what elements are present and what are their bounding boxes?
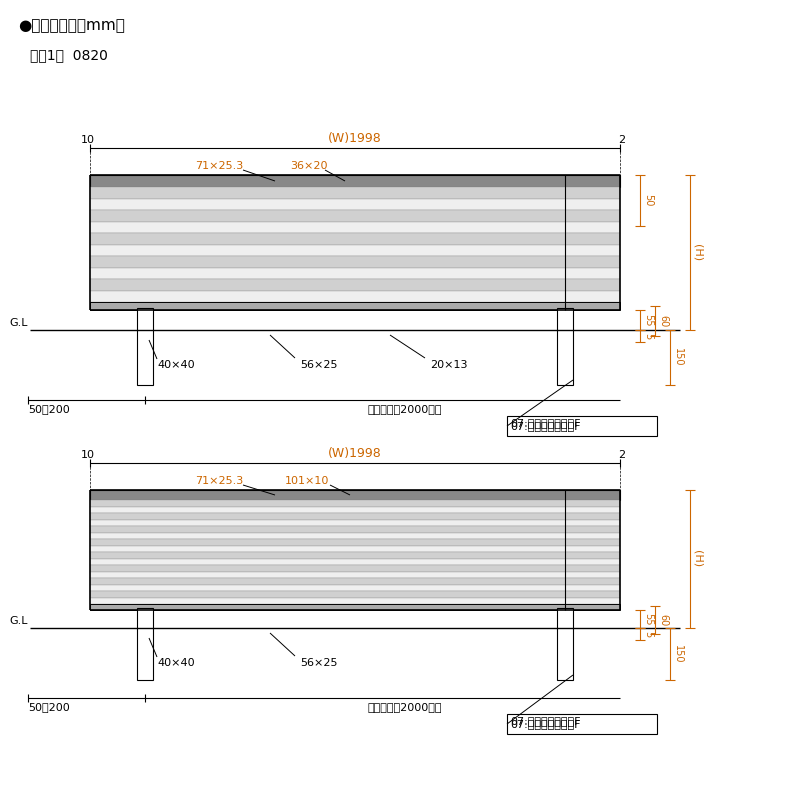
Text: 56×25: 56×25	[300, 658, 338, 668]
Bar	[90, 546, 620, 552]
Text: 50～200: 50～200	[28, 404, 70, 414]
Bar	[90, 490, 620, 610]
Text: 07:アンダーカバーF: 07:アンダーカバーF	[510, 418, 581, 428]
Bar	[90, 175, 620, 310]
Bar	[90, 198, 620, 210]
Bar	[557, 308, 573, 385]
Text: 60: 60	[658, 614, 668, 626]
Text: 40×40: 40×40	[157, 360, 194, 370]
Text: 150: 150	[673, 645, 683, 663]
Text: ●据付図（単位mm）: ●据付図（単位mm）	[18, 18, 125, 33]
Text: 55: 55	[643, 613, 653, 626]
Text: 71×25.3: 71×25.3	[195, 476, 243, 486]
Text: 5: 5	[643, 631, 653, 637]
Bar	[90, 552, 620, 558]
Text: 2: 2	[618, 450, 626, 460]
Bar	[90, 187, 620, 198]
Bar	[90, 290, 620, 302]
Text: 図は1型  0820: 図は1型 0820	[30, 48, 108, 62]
Text: 10: 10	[81, 450, 95, 460]
Bar	[507, 714, 657, 734]
Bar	[90, 210, 620, 222]
Bar	[90, 565, 620, 571]
Bar	[90, 519, 620, 526]
Bar	[90, 585, 620, 591]
Bar	[137, 608, 153, 680]
Bar	[90, 513, 620, 519]
Text: 50～200: 50～200	[28, 702, 70, 712]
Bar	[90, 558, 620, 565]
Bar	[90, 267, 620, 279]
Bar	[90, 506, 620, 513]
Text: 40×40: 40×40	[157, 658, 194, 668]
Bar	[90, 500, 620, 506]
Text: 56×25: 56×25	[300, 360, 338, 370]
Text: (H): (H)	[693, 550, 703, 567]
Text: (W)1998: (W)1998	[328, 132, 382, 145]
Text: 101×10: 101×10	[285, 476, 330, 486]
Bar	[90, 245, 620, 256]
Text: 07:アンダーカバーF: 07:アンダーカバーF	[510, 716, 581, 726]
Text: 55: 55	[643, 314, 653, 326]
Text: (H): (H)	[693, 244, 703, 261]
Bar	[90, 233, 620, 245]
Bar	[137, 308, 153, 385]
Bar	[90, 256, 620, 267]
Text: 支柱芯間陠2000以下: 支柱芯間陠2000以下	[368, 404, 442, 414]
Text: 60: 60	[658, 315, 668, 327]
Text: 5: 5	[643, 333, 653, 339]
Text: 07:アンダーカバーF: 07:アンダーカバーF	[510, 421, 581, 431]
Bar	[90, 533, 620, 539]
Text: 36×20: 36×20	[290, 161, 327, 171]
Text: 10: 10	[81, 135, 95, 145]
Bar	[90, 279, 620, 290]
Bar	[557, 608, 573, 680]
Text: (W)1998: (W)1998	[328, 447, 382, 460]
Text: 支柱芯間陠2000以下: 支柱芯間陠2000以下	[368, 702, 442, 712]
Text: 150: 150	[673, 348, 683, 366]
Text: 07:アンダーカバーF: 07:アンダーカバーF	[510, 719, 581, 729]
Bar	[90, 539, 620, 546]
Text: 2: 2	[618, 135, 626, 145]
Bar	[90, 490, 620, 500]
Bar	[90, 578, 620, 585]
Bar	[90, 302, 620, 310]
Text: G.L: G.L	[10, 318, 28, 328]
Text: 50: 50	[643, 194, 653, 207]
Bar	[507, 416, 657, 436]
Bar	[90, 591, 620, 598]
Bar	[90, 598, 620, 604]
Text: G.L: G.L	[10, 616, 28, 626]
Text: 20×13: 20×13	[430, 360, 467, 370]
Bar	[90, 175, 620, 187]
Bar	[90, 526, 620, 533]
Text: 71×25.3: 71×25.3	[195, 161, 243, 171]
Bar	[90, 604, 620, 610]
Bar	[90, 571, 620, 578]
Bar	[90, 222, 620, 233]
